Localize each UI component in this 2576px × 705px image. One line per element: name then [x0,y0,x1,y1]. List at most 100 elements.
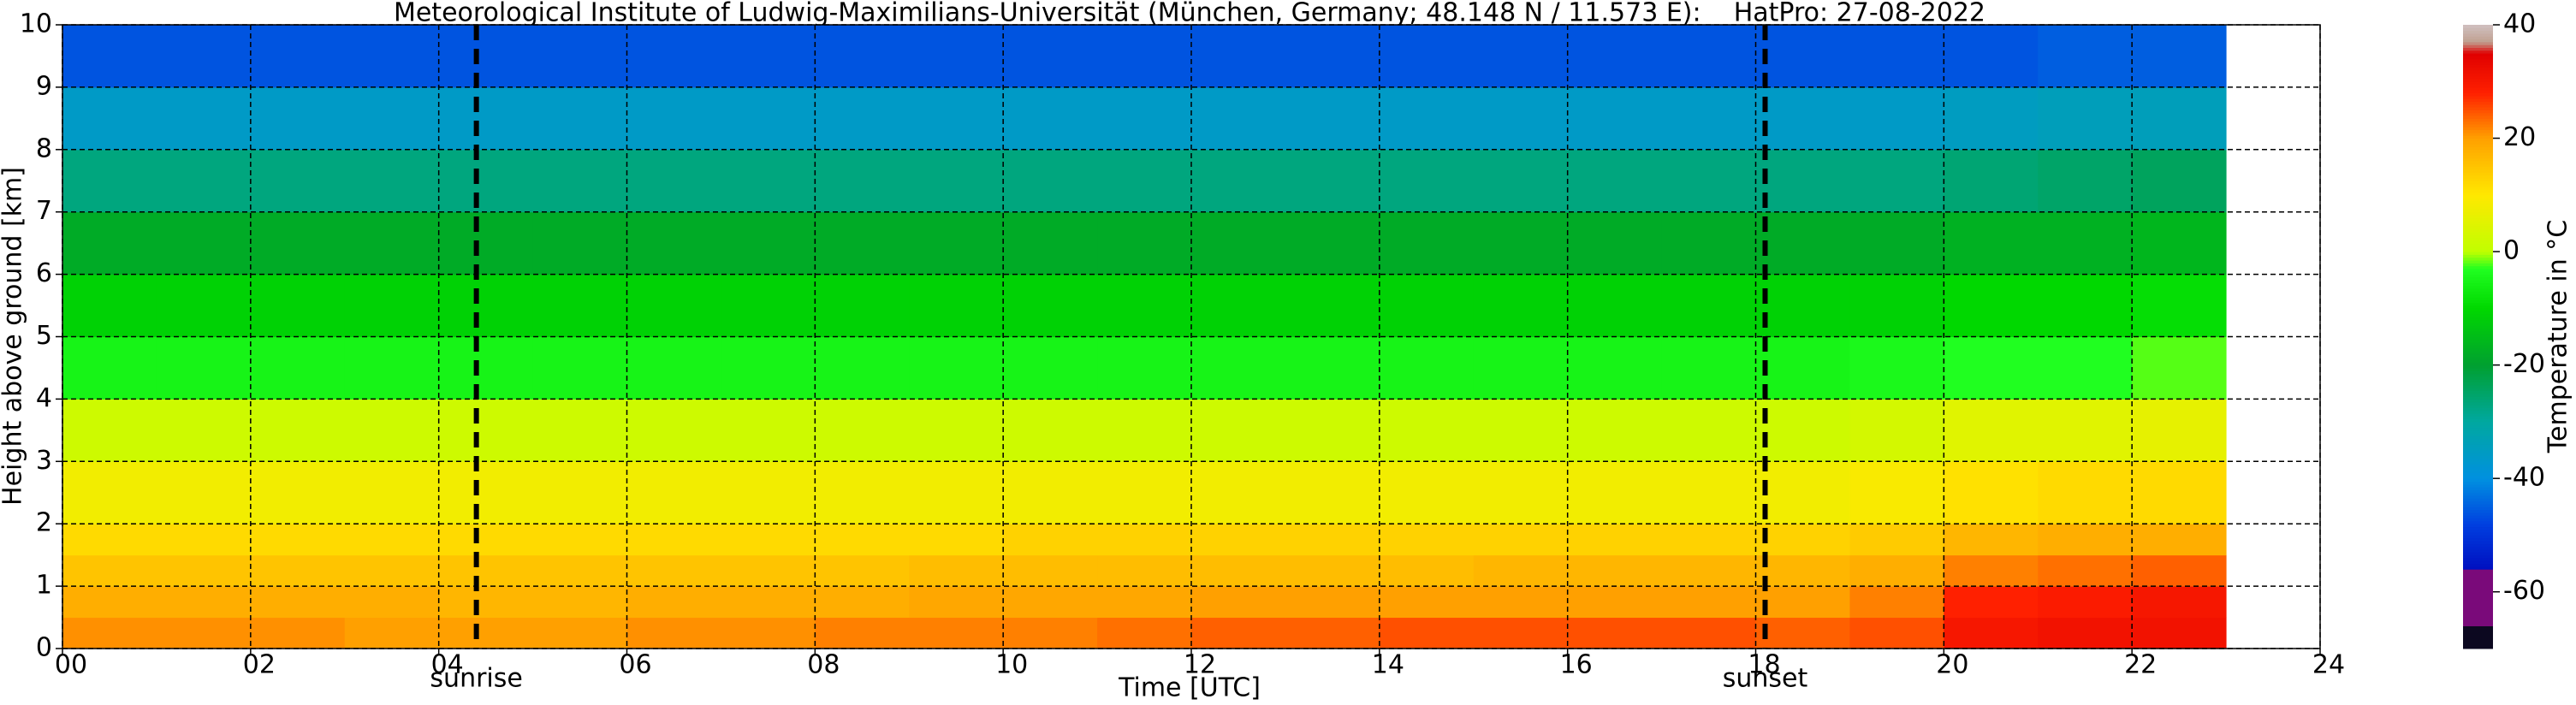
heatmap-cell [1567,25,1663,88]
colorbar-segment [2463,161,2493,164]
heatmap-cell [626,149,721,213]
heatmap-cell [2132,25,2227,88]
heatmap-cell [62,336,157,400]
heatmap-cell [626,524,721,556]
heatmap-cell [1849,617,1944,649]
heatmap-cell [1379,211,1475,275]
colorbar-segment [2463,453,2493,457]
heatmap-cell [909,524,1004,556]
colorbar-tick-label: -60 [2503,576,2545,606]
colorbar-segment [2463,512,2493,516]
heatmap-cell [250,25,346,88]
heatmap-cell [438,25,534,88]
heatmap-cell [721,554,816,587]
colorbar-segment [2463,393,2493,397]
colorbar-segment [2463,209,2493,213]
colorbar-segment [2463,401,2493,406]
colorbar-segment [2463,554,2493,559]
colorbar-segment [2463,541,2493,544]
colorbar-segment [2463,271,2493,275]
colorbar-segment [2463,526,2493,530]
colorbar-segment [2463,211,2493,216]
colorbar-segment [2463,118,2493,122]
colorbar-segment [2463,617,2493,621]
colorbar-segment [2463,418,2493,423]
heatmap-cell [1944,617,2039,649]
colorbar-segment [2463,47,2493,51]
colorbar-segment [2463,376,2493,380]
colorbar-segment [2463,280,2493,284]
heatmap-cell [2038,86,2133,151]
heatmap-cell [1285,617,1380,649]
colorbar-segment [2463,260,2493,264]
heatmap-cell [1661,336,1756,400]
colorbar-segment [2463,121,2493,125]
plot-frame [62,24,2321,649]
heatmap-cell [1473,25,1569,88]
heatmap-cell [2038,149,2133,213]
colorbar-segment [2463,334,2493,337]
colorbar-segment [2463,339,2493,343]
x-tick-label: 24 [2312,650,2345,680]
colorbar-segment [2463,198,2493,201]
heatmap-cell [438,149,534,213]
colorbar-segment [2463,123,2493,127]
y-tick-label: 9 [36,71,52,101]
y-tick-label: 1 [36,571,52,601]
colorbar-segment [2463,492,2493,496]
colorbar-segment [2463,566,2493,570]
colorbar-segment [2463,183,2493,187]
heatmap-cell [62,617,157,649]
heatmap-cell [250,524,346,556]
heatmap-cell [1567,274,1663,337]
colorbar-segment [2463,441,2493,445]
colorbar-segment [2463,240,2493,244]
colorbar-segment [2463,481,2493,485]
heatmap-cell [2038,461,2133,524]
x-tick-label: 06 [619,650,651,680]
colorbar-segment [2463,288,2493,292]
heatmap-cell [1191,586,1286,619]
heatmap-cell [1003,86,1098,151]
colorbar-segment [2463,248,2493,252]
colorbar-segment [2463,631,2493,635]
heatmap-cell [1285,586,1380,619]
heatmap-cell [344,274,440,337]
colorbar-segment [2463,189,2493,193]
heatmap-cell [62,399,157,462]
colorbar-segment [2463,78,2493,82]
heatmap-cell [250,211,346,275]
heatmap-cell [156,399,252,462]
heatmap-cell [250,149,346,213]
colorbar-segment [2463,203,2493,207]
colorbar-segment [2463,407,2493,412]
x-tick-label: 12 [1184,650,1216,680]
heatmap-cell [2038,586,2133,619]
heatmap-cell [1567,524,1663,556]
x-tick-label: 16 [1560,650,1593,680]
colorbar-segment [2463,112,2493,116]
heatmap-cell [1755,554,1850,587]
colorbar-segment [2463,200,2493,204]
heatmap-cell [344,554,440,587]
colorbar-segment [2463,379,2493,383]
heatmap-cell [1473,211,1569,275]
colorbar-segment [2463,574,2493,578]
colorbar-segment [2463,252,2493,255]
colorbar-segment [2463,546,2493,550]
x-tick-label: 02 [243,650,276,680]
heatmap-cell [1567,554,1663,587]
heatmap-cell [721,399,816,462]
heatmap-cell [721,336,816,400]
heatmap-cell [626,617,721,649]
colorbar-segment [2463,263,2493,267]
colorbar-segment [2463,27,2493,32]
colorbar-segment [2463,144,2493,147]
heatmap-cell [909,461,1004,524]
heatmap-cell [815,554,910,587]
heatmap-cell [1379,524,1475,556]
colorbar-segment [2463,98,2493,102]
colorbar-segment [2463,95,2493,99]
colorbar-segment [2463,107,2493,110]
heatmap-cell [1755,211,1850,275]
